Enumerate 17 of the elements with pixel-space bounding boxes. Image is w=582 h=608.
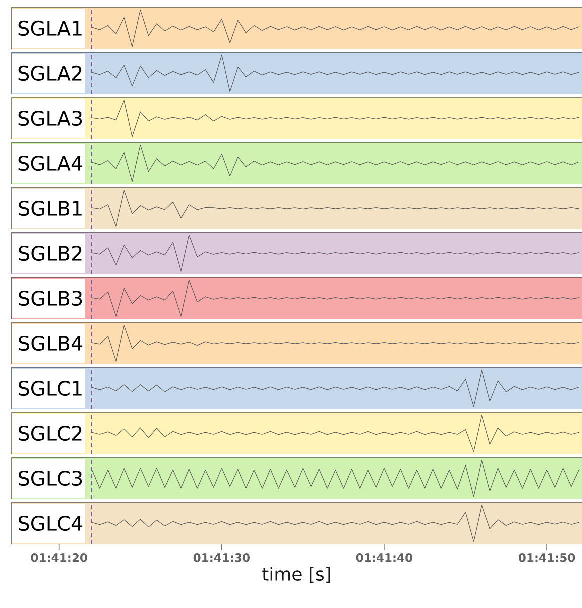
chart-title: SGLC1	[18, 380, 82, 396]
x-axis-title: time [s]	[262, 567, 330, 584]
chart-title: SGLC4	[18, 516, 83, 532]
chart-title: SGLB1	[19, 200, 82, 216]
x-tick-label: 01:41:50	[518, 554, 576, 562]
chart-title: SGLB4	[19, 336, 83, 352]
chart-title: SGLB2	[19, 246, 82, 262]
chart-title: SGLC2	[18, 426, 82, 442]
chart-title: SGLA4	[18, 156, 83, 172]
chart-title: SGLA3	[18, 110, 82, 126]
chart-title: SGLA2	[18, 66, 82, 82]
x-tick-label: 01:41:30	[194, 554, 250, 562]
chart-title: SGLC3	[18, 470, 82, 486]
chart-title: SGLB3	[19, 290, 82, 306]
chart-title: SGLA1	[18, 20, 82, 36]
x-tick-label: 01:41:20	[31, 554, 88, 562]
x-tick-label: 01:41:40	[356, 554, 413, 562]
